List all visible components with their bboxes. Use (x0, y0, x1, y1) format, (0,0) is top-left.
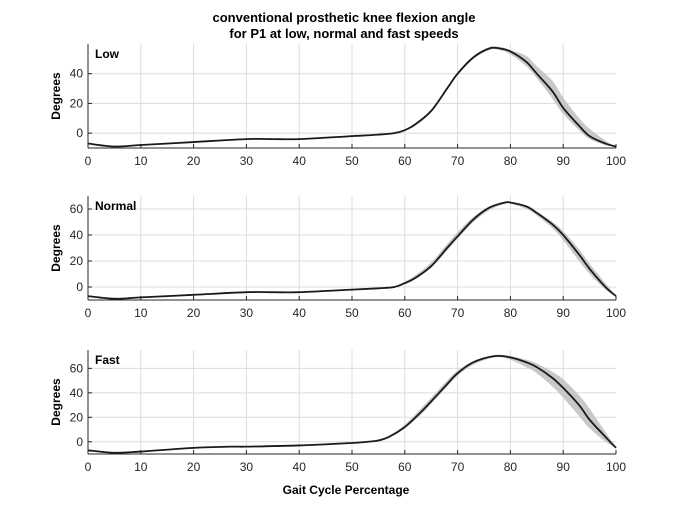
panel-low: 0 10 20 30 40 50 60 70 80 90 100 0 20 40 Degrees Low (49, 44, 626, 168)
y-tick-label: 0 (76, 126, 83, 140)
y-tick-label: 40 (70, 67, 84, 81)
x-tick-label: 0 (85, 306, 92, 320)
x-tick-label: 80 (504, 306, 518, 320)
x-tick-label: 100 (606, 154, 626, 168)
y-tick-label: 0 (76, 435, 83, 449)
x-tick-label: 40 (293, 306, 307, 320)
panel-label: Low (95, 47, 120, 61)
x-tick-label: 90 (557, 154, 571, 168)
x-tick-label: 20 (187, 306, 201, 320)
x-tick-label: 0 (85, 460, 92, 474)
x-tick-label: 60 (398, 460, 412, 474)
x-tick-label: 70 (451, 154, 465, 168)
chart-title-line-2: for P1 at low, normal and fast speeds (229, 26, 458, 41)
x-tick-label: 70 (451, 460, 465, 474)
x-tick-label: 30 (240, 154, 254, 168)
x-tick-label: 100 (606, 306, 626, 320)
mean-knee-angle-line (87, 354, 617, 454)
x-tick-label: 60 (398, 306, 412, 320)
y-axis-label: Degrees (49, 72, 63, 120)
x-tick-label: 90 (557, 306, 571, 320)
y-axis-label: Degrees (49, 378, 63, 426)
x-tick-label: 0 (85, 154, 92, 168)
y-tick-label: 40 (70, 386, 84, 400)
x-tick-label: 30 (240, 306, 254, 320)
chart-title-line-1: conventional prosthetic knee flexion ang… (213, 10, 476, 25)
panel-fast: 0 10 20 30 40 50 60 70 80 90 100 0 20 40 60 Degrees Fast (49, 350, 626, 474)
x-tick-label: 10 (134, 154, 148, 168)
x-tick-label: 10 (134, 306, 148, 320)
x-tick-label: 60 (398, 154, 412, 168)
y-tick-label: 60 (70, 202, 84, 216)
x-tick-label: 50 (345, 154, 359, 168)
y-tick-label: 20 (70, 96, 84, 110)
y-tick-label: 20 (70, 254, 84, 268)
x-axis-label: Gait Cycle Percentage (283, 483, 410, 497)
y-tick-label: 40 (70, 228, 84, 242)
x-tick-label: 10 (134, 460, 148, 474)
x-tick-label: 80 (504, 460, 518, 474)
mean-knee-angle-line (87, 46, 617, 148)
panel-label: Fast (95, 353, 120, 367)
x-tick-label: 30 (240, 460, 254, 474)
panel-normal: 0 10 20 30 40 50 60 70 80 90 100 0 20 40 60 Degrees Norm… (49, 196, 626, 320)
x-tick-label: 90 (557, 460, 571, 474)
y-tick-label: 0 (76, 280, 83, 294)
x-tick-label: 40 (293, 460, 307, 474)
y-axis-label: Degrees (49, 224, 63, 272)
x-tick-label: 50 (345, 460, 359, 474)
x-tick-label: 70 (451, 306, 465, 320)
y-tick-label: 60 (70, 361, 84, 375)
x-tick-label: 50 (345, 306, 359, 320)
x-tick-label: 80 (504, 154, 518, 168)
panel-label: Normal (95, 199, 136, 213)
mean-knee-angle-line (87, 201, 617, 300)
x-tick-label: 20 (187, 460, 201, 474)
x-tick-label: 100 (606, 460, 626, 474)
x-tick-label: 20 (187, 154, 201, 168)
x-tick-label: 40 (293, 154, 307, 168)
y-tick-label: 20 (70, 410, 84, 424)
